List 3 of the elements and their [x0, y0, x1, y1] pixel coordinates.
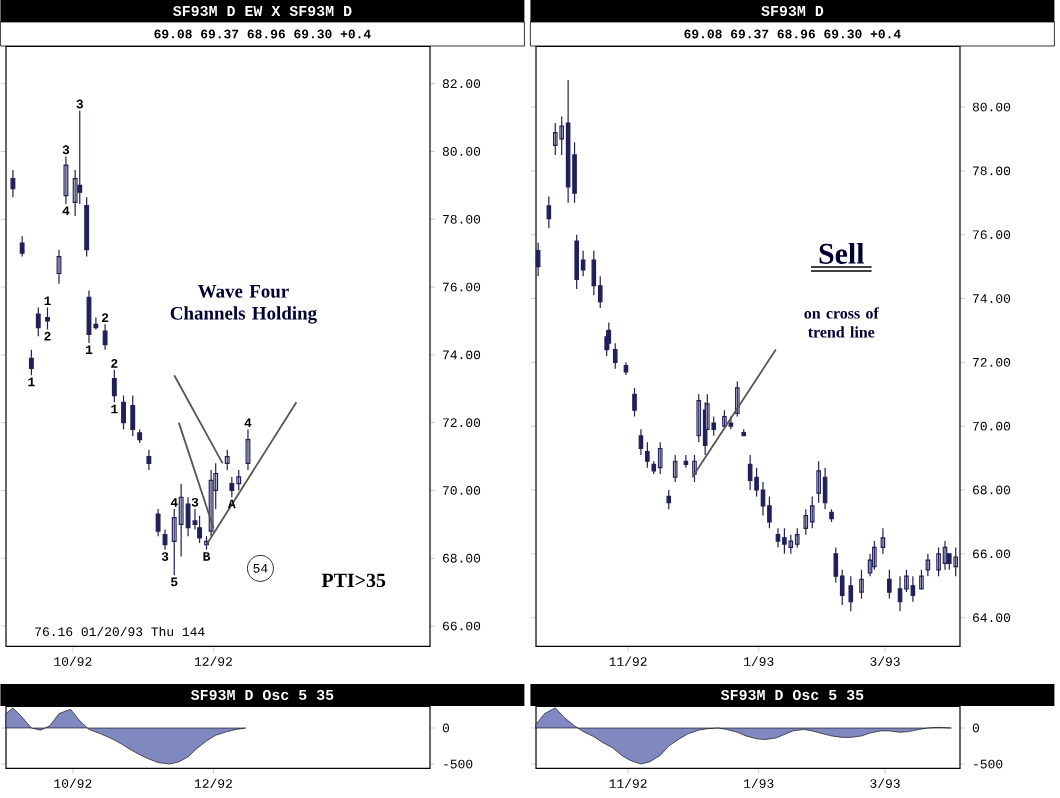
annotation: Wave Four Channels Holding: [170, 284, 317, 324]
annotation: Sell: [819, 242, 865, 264]
annotation: PTI>35: [321, 573, 386, 587]
